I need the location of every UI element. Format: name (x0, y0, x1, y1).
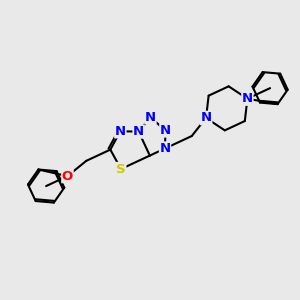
Text: N: N (145, 111, 156, 124)
Text: N: N (133, 125, 144, 138)
Text: N: N (160, 142, 171, 155)
Text: O: O (62, 169, 73, 183)
Text: S: S (116, 163, 126, 176)
Text: N: N (160, 124, 171, 137)
Text: N: N (115, 125, 126, 138)
Text: N: N (200, 112, 211, 124)
Text: N: N (200, 112, 211, 124)
Text: N: N (242, 92, 253, 105)
